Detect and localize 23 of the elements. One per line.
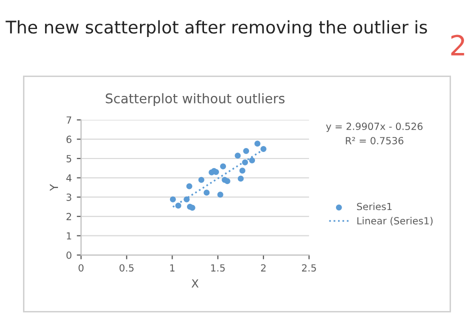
text: 2 — [451, 34, 464, 56]
chart-title: Scatterplot without outliers — [106, 93, 285, 106]
x-tick-label: 2.5 — [302, 264, 316, 272]
y-tick-label: 5 — [66, 155, 72, 162]
x-tick-label: 1.5 — [211, 264, 225, 272]
y-tick-label: 7 — [66, 116, 72, 124]
y-tick-label: 1 — [66, 232, 72, 240]
x-tick-label: 0.5 — [120, 264, 134, 272]
legend-label: Series1 — [357, 202, 392, 210]
legend-label: Linear (Series1) — [357, 216, 433, 226]
x-tick-label: 1 — [170, 264, 174, 272]
x-tick-label: 0 — [78, 264, 84, 272]
y-tick-label: 4 — [66, 174, 72, 182]
x-axis-title: X — [192, 279, 199, 288]
y-tick-label: 0 — [66, 252, 72, 259]
y-tick-label: 6 — [66, 136, 72, 144]
text: The new scatterplot after removing the outlier is — [6, 20, 427, 38]
x-tick-label: 2 — [261, 264, 266, 272]
y-tick-label: 3 — [66, 194, 72, 201]
y-axis-title: Y — [50, 184, 58, 191]
y-tick-label: 2 — [66, 212, 72, 220]
text: R² = 0.7536 — [346, 136, 404, 144]
text: y = 2.9907x - 0.526 — [326, 122, 423, 132]
